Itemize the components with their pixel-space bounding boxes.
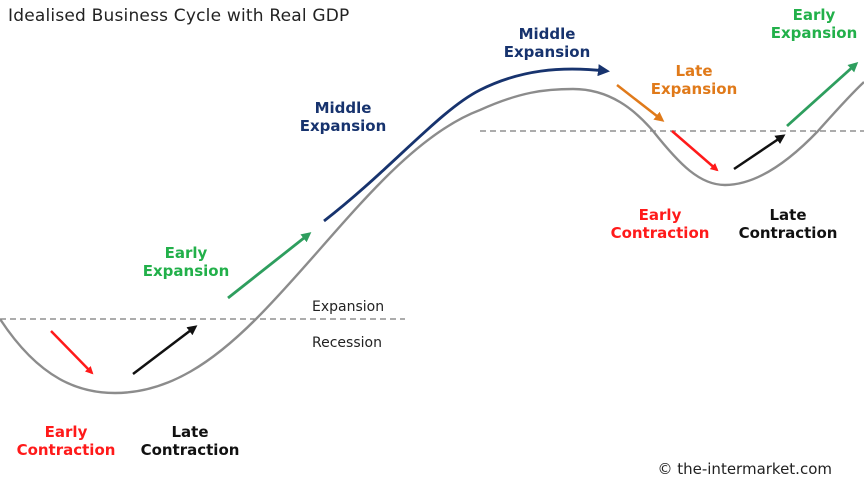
real-gdp-curve bbox=[0, 81, 864, 395]
early-contraction-arrow-2 bbox=[671, 130, 719, 172]
copyright-credit: © the-intermarket.com bbox=[657, 460, 832, 478]
early-contraction-label: Early Contraction bbox=[16, 423, 116, 459]
early-expansion-arrow bbox=[227, 232, 312, 300]
late-contraction-label: Late Contraction bbox=[140, 423, 240, 459]
middle-expansion-label: Middle Expansion bbox=[299, 99, 387, 135]
late-expansion-label: Late Expansion bbox=[650, 62, 738, 98]
early-expansion-label: Early Expansion bbox=[142, 244, 230, 280]
early-expansion-arrow-2 bbox=[786, 61, 859, 128]
early-expansion-label-2: Early Expansion bbox=[770, 6, 858, 42]
late-expansion-arrow bbox=[616, 84, 665, 122]
early-contraction-label-2: Early Contraction bbox=[610, 206, 710, 242]
middle-expansion-arrow bbox=[323, 64, 610, 223]
middle-expansion-label-2: Middle Expansion bbox=[503, 25, 591, 61]
late-contraction-arrow-2 bbox=[733, 134, 786, 171]
early-contraction-arrow bbox=[50, 330, 94, 375]
diagram-title: Idealised Business Cycle with Real GDP bbox=[8, 6, 350, 26]
expansion-zone-label: Expansion bbox=[312, 299, 385, 315]
late-contraction-label-2: Late Contraction bbox=[738, 206, 838, 242]
recession-zone-label: Recession bbox=[312, 335, 382, 351]
late-contraction-arrow bbox=[132, 325, 198, 375]
